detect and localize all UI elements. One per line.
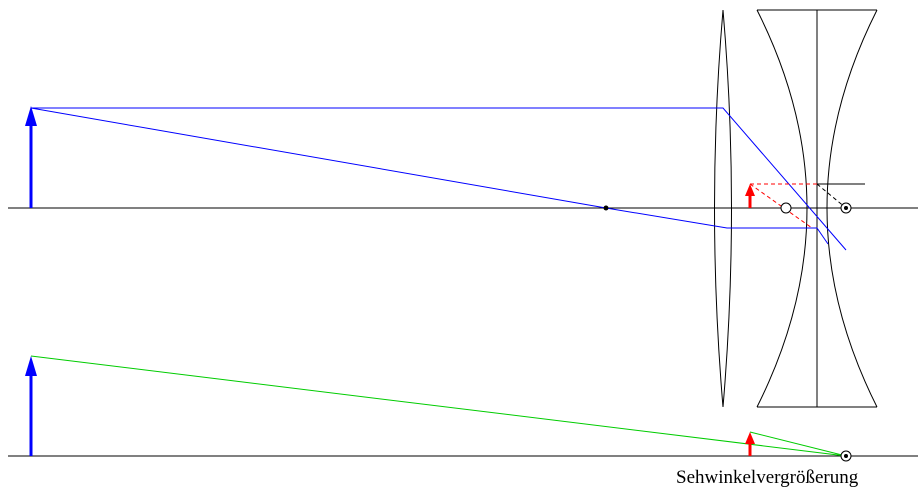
image-arrow-top xyxy=(745,184,755,208)
object-arrow-top xyxy=(25,106,37,208)
eye-point-top xyxy=(840,202,852,214)
eye-point-bottom xyxy=(840,450,852,462)
object-arrow-bottom xyxy=(25,356,37,456)
dashed-construction-line xyxy=(816,183,847,209)
converging-lens xyxy=(714,9,732,408)
image-arrow-bottom xyxy=(745,432,755,456)
caption: Sehwinkelvergrößerung xyxy=(676,467,859,488)
blue-rays xyxy=(30,107,847,251)
focal-point-dot xyxy=(603,205,609,211)
diverging-lens xyxy=(756,9,878,408)
green-rays xyxy=(30,355,847,457)
focal-point-open xyxy=(780,202,792,214)
